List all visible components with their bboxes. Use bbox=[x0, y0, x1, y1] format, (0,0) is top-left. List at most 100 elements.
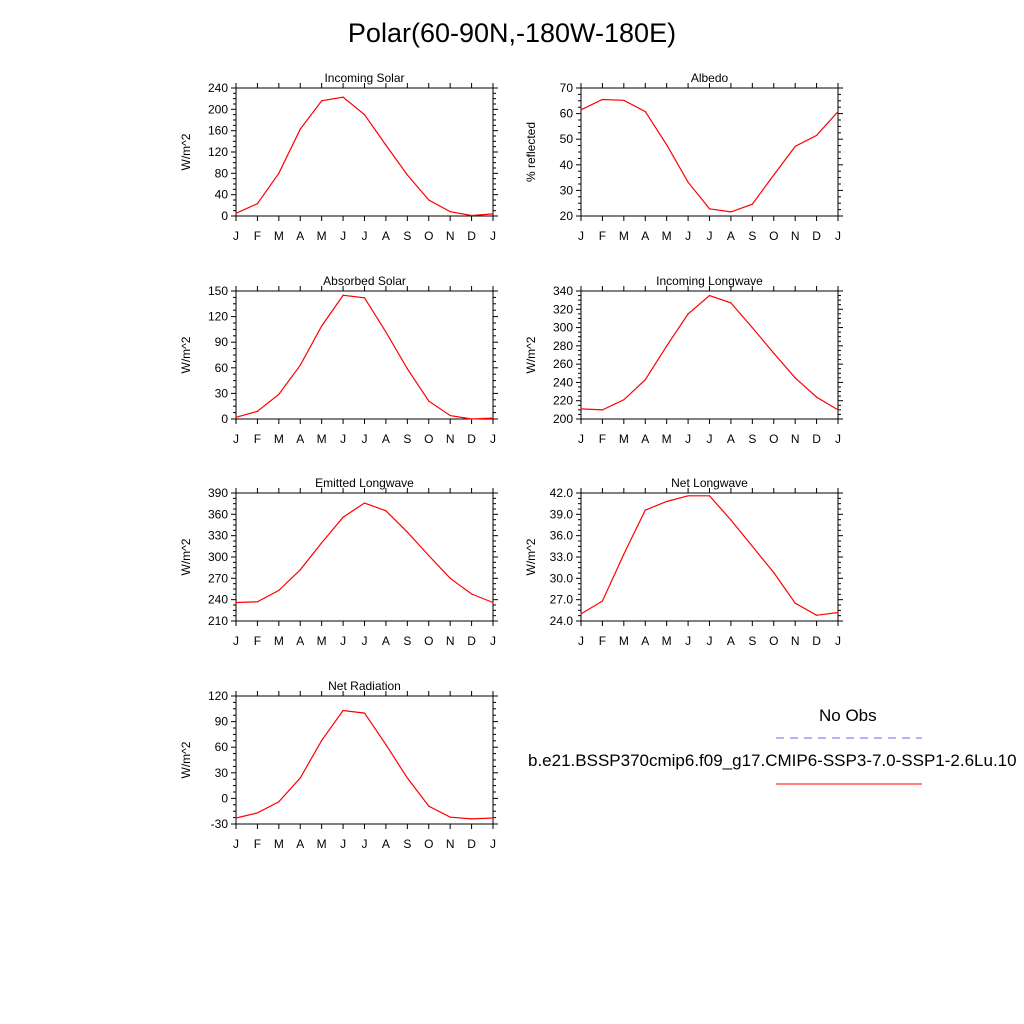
x-tick-label: O bbox=[769, 229, 778, 243]
data-point bbox=[837, 611, 839, 614]
data-point bbox=[730, 211, 732, 213]
data-point bbox=[428, 199, 430, 201]
data-point bbox=[278, 801, 280, 803]
x-tick-label: D bbox=[467, 229, 476, 243]
data-point bbox=[751, 326, 753, 329]
chart-panel: Incoming Longwave W/m^2 200 220 240 260 280 300… bbox=[524, 274, 843, 446]
panel-title: Incoming Solar bbox=[324, 71, 404, 85]
y-tick-label: 90 bbox=[215, 715, 229, 729]
y-tick-label: 120 bbox=[208, 689, 228, 703]
data-point bbox=[406, 531, 408, 533]
data-point bbox=[470, 214, 473, 217]
y-tick-label: 330 bbox=[208, 529, 228, 543]
x-tick-label: O bbox=[769, 432, 778, 446]
plot-frame bbox=[235, 695, 494, 825]
x-tick-label: J bbox=[340, 432, 346, 446]
figure-title: Polar(60-90N,-180W-180E) bbox=[347, 18, 677, 48]
data-point bbox=[837, 110, 839, 113]
data-point bbox=[580, 109, 582, 111]
x-tick-label: D bbox=[812, 634, 821, 648]
data-point bbox=[492, 601, 494, 604]
model-series-line bbox=[235, 502, 494, 604]
y-tick-label: 260 bbox=[553, 357, 573, 371]
data-point bbox=[470, 593, 473, 595]
data-point bbox=[666, 345, 668, 347]
data-point bbox=[623, 99, 625, 101]
x-tick-label: J bbox=[490, 634, 496, 648]
x-tick-label: S bbox=[403, 229, 411, 243]
data-point bbox=[256, 410, 259, 412]
x-tick-label: J bbox=[685, 229, 691, 243]
x-tick-label: M bbox=[619, 432, 629, 446]
data-point bbox=[601, 98, 604, 101]
y-tick-label: 60 bbox=[560, 107, 574, 121]
chart-panel: Net Longwave W/m^2 24.0 27.0 30.0 33.0 36.0 39.… bbox=[524, 476, 843, 648]
y-tick-label: 320 bbox=[553, 302, 573, 316]
data-point bbox=[449, 816, 451, 818]
y-tick-label: 90 bbox=[215, 335, 229, 349]
x-tick-label: J bbox=[490, 229, 496, 243]
data-point bbox=[299, 128, 301, 130]
y-tick-label: 36.0 bbox=[550, 529, 574, 543]
plot-frame bbox=[235, 492, 494, 622]
data-point bbox=[708, 208, 711, 210]
data-point bbox=[235, 601, 237, 604]
x-tick-label: A bbox=[641, 432, 649, 446]
y-tick-label: 24.0 bbox=[550, 614, 574, 628]
data-point bbox=[256, 203, 259, 205]
x-tick-label: A bbox=[727, 432, 735, 446]
y-tick-label: 30 bbox=[215, 766, 229, 780]
data-point bbox=[321, 325, 323, 327]
x-tick-label: M bbox=[274, 634, 284, 648]
x-tick-label: M bbox=[274, 837, 284, 851]
data-point bbox=[601, 600, 604, 602]
data-point bbox=[406, 777, 408, 779]
data-point bbox=[363, 712, 366, 714]
data-point bbox=[235, 817, 237, 819]
data-point bbox=[406, 368, 408, 370]
data-point bbox=[342, 516, 344, 518]
x-tick-label: A bbox=[296, 229, 304, 243]
y-tick-label: 120 bbox=[208, 310, 228, 324]
x-tick-label: J bbox=[362, 229, 368, 243]
y-tick-label: 50 bbox=[560, 132, 574, 146]
x-tick-label: N bbox=[446, 837, 455, 851]
y-tick-label: 33.0 bbox=[550, 550, 574, 564]
x-tick-label: O bbox=[424, 229, 433, 243]
x-tick-label: J bbox=[578, 634, 584, 648]
data-point bbox=[321, 739, 323, 741]
y-tick-label: 30.0 bbox=[550, 571, 574, 585]
data-point bbox=[299, 569, 301, 571]
data-point bbox=[794, 377, 796, 379]
data-point bbox=[342, 96, 344, 98]
x-tick-label: S bbox=[403, 634, 411, 648]
y-tick-label: 30 bbox=[215, 386, 229, 400]
x-tick-label: A bbox=[296, 837, 304, 851]
x-tick-label: O bbox=[424, 432, 433, 446]
x-tick-label: J bbox=[233, 229, 239, 243]
data-point bbox=[235, 212, 237, 214]
x-tick-label: J bbox=[707, 229, 713, 243]
data-point bbox=[773, 352, 775, 354]
y-tick-label: 200 bbox=[208, 102, 228, 116]
x-tick-label: A bbox=[382, 634, 390, 648]
data-point bbox=[687, 313, 689, 315]
data-point bbox=[385, 144, 387, 146]
model-series-line bbox=[580, 294, 839, 411]
x-tick-label: S bbox=[403, 432, 411, 446]
y-tick-label: 0 bbox=[221, 791, 228, 805]
data-point bbox=[623, 399, 625, 401]
x-tick-label: M bbox=[274, 432, 284, 446]
legend-case-label: b.e21.BSSP370cmip6.f09_g17.CMIP6-SSP3-7.… bbox=[528, 751, 1017, 770]
data-point bbox=[644, 379, 646, 381]
x-tick-label: D bbox=[467, 432, 476, 446]
data-point bbox=[428, 554, 430, 557]
x-tick-label: A bbox=[641, 634, 649, 648]
data-point bbox=[363, 502, 366, 504]
y-axis-label: W/m^2 bbox=[179, 741, 193, 778]
x-tick-label: F bbox=[254, 229, 261, 243]
x-tick-label: M bbox=[662, 229, 672, 243]
data-point bbox=[751, 203, 753, 205]
